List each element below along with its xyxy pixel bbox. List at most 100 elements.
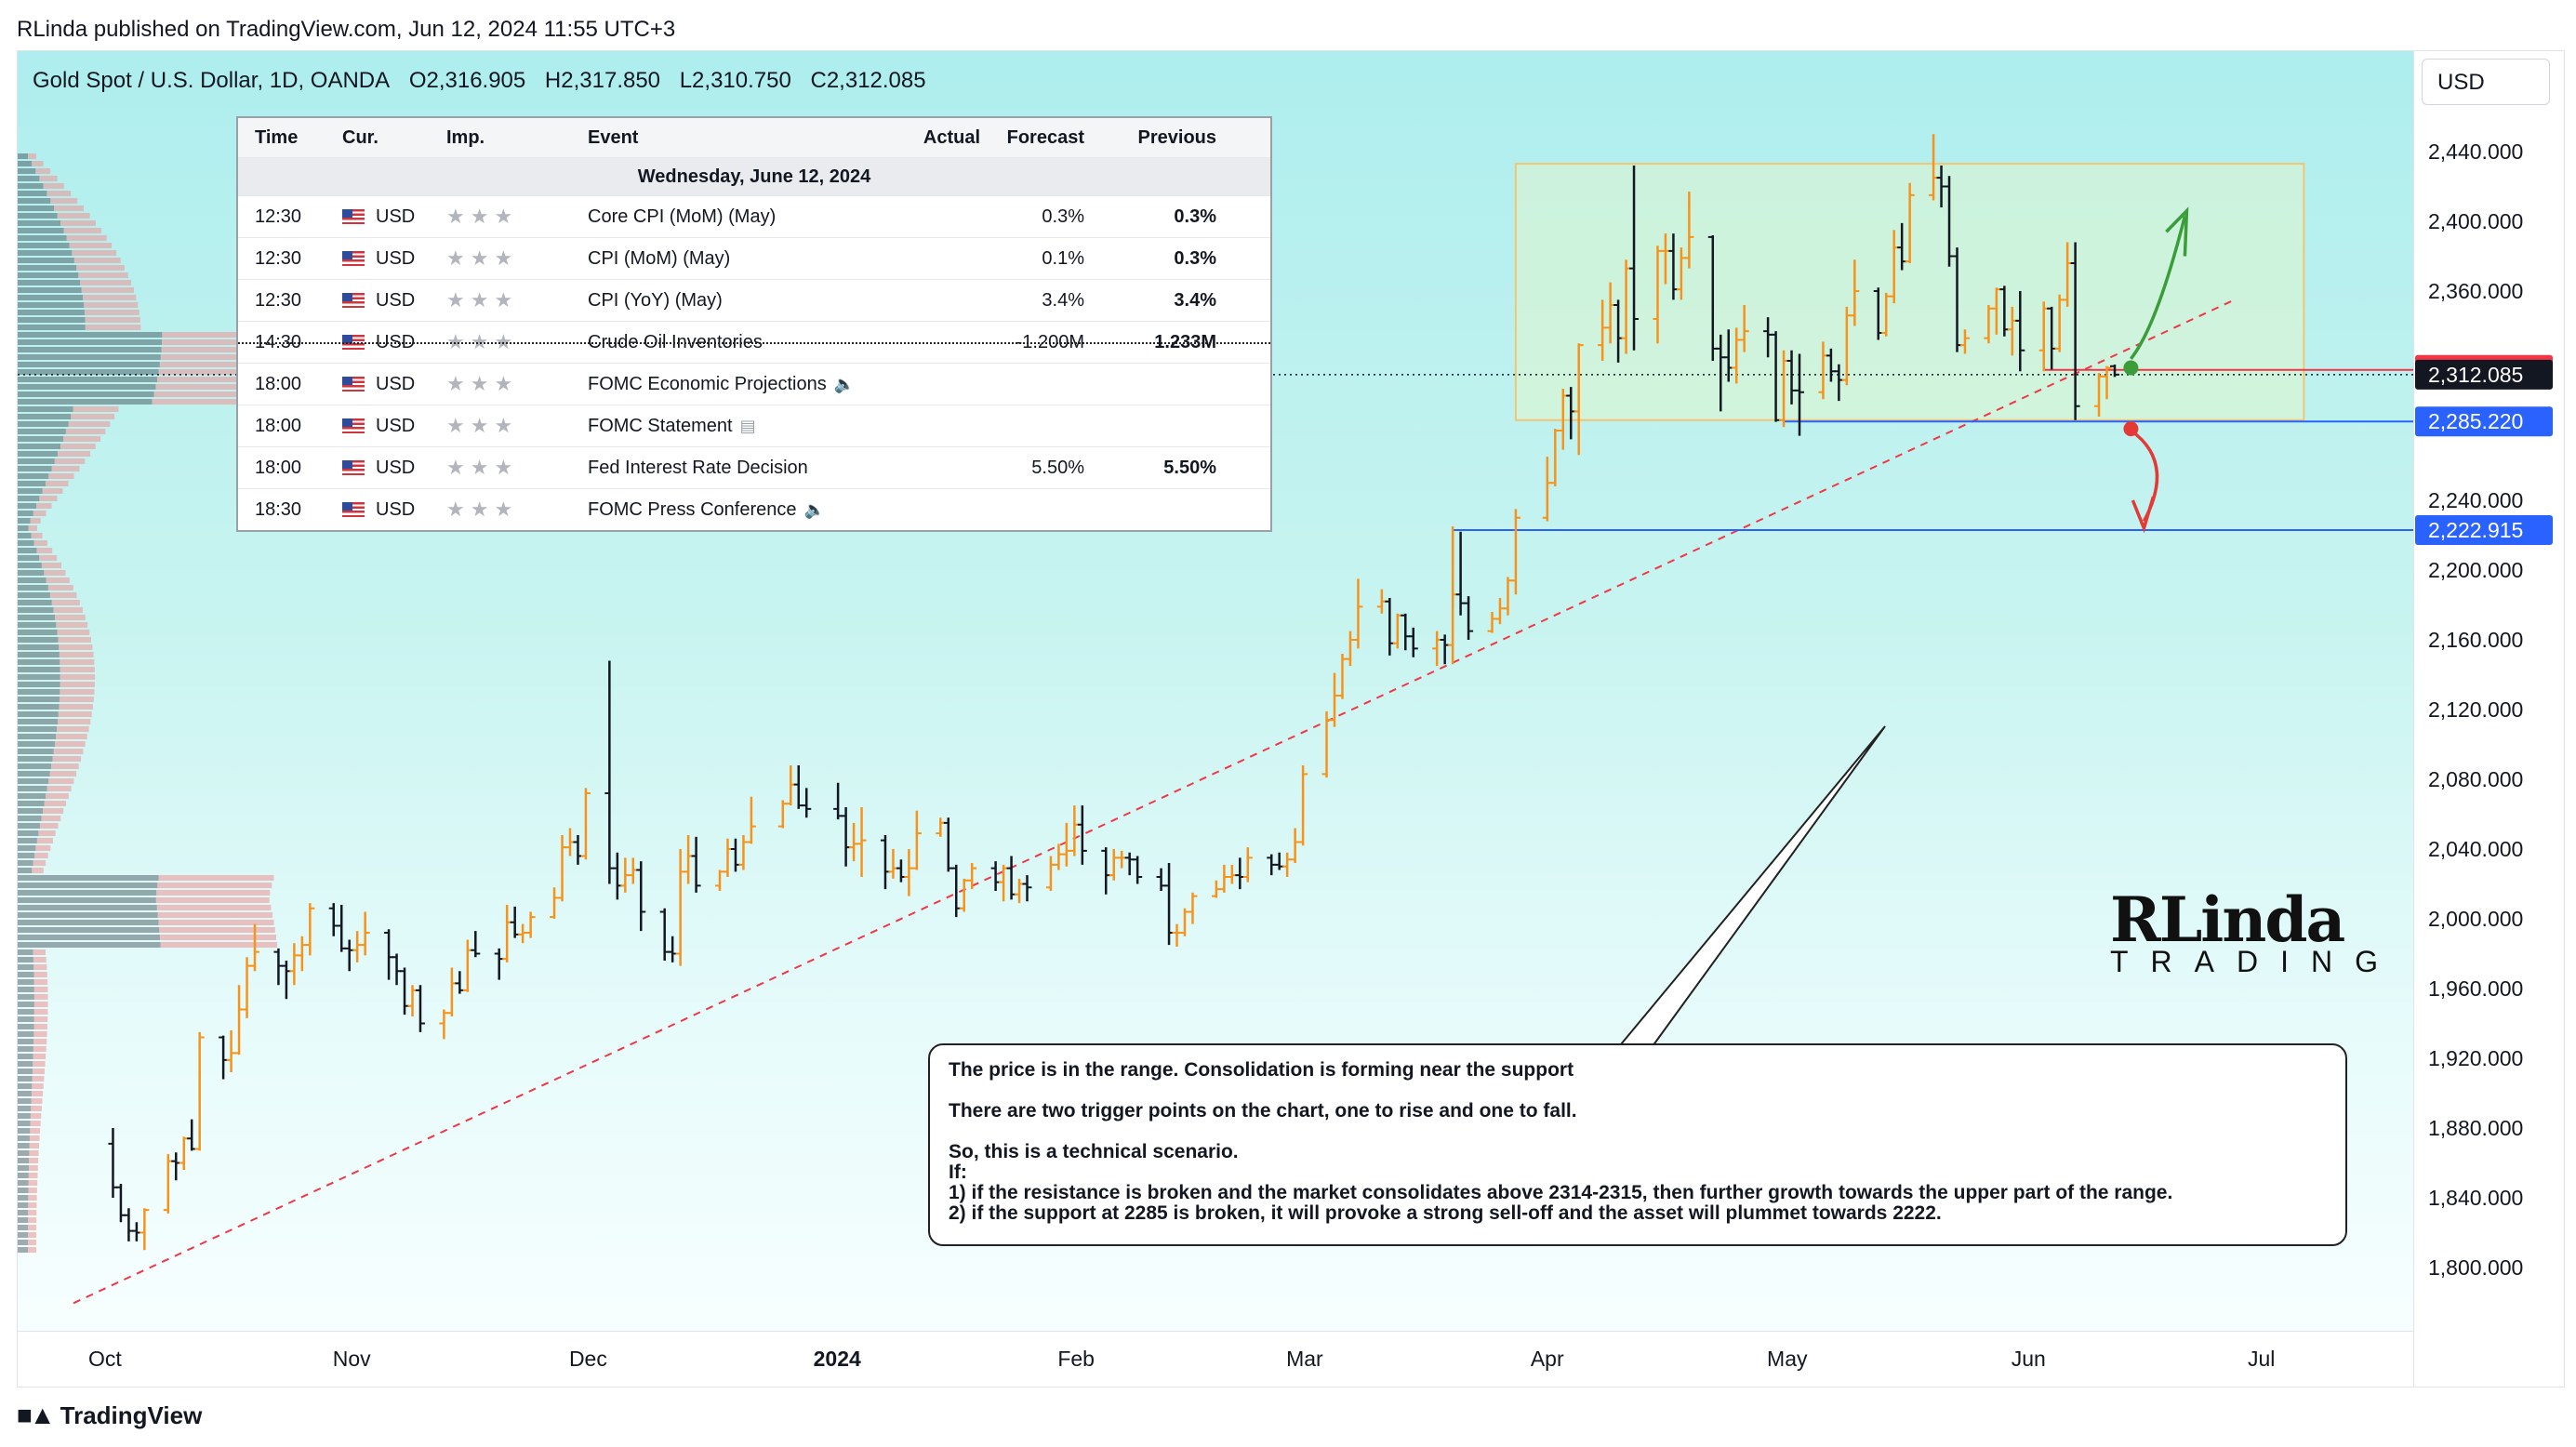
candle — [959, 878, 969, 912]
candle — [297, 936, 307, 972]
volume-bar-dark — [18, 1069, 33, 1074]
volume-bar-dark — [18, 421, 69, 427]
candle — [1392, 613, 1402, 649]
volume-bar-light — [54, 615, 86, 620]
ohlc-high: H2,317.850 — [544, 68, 661, 93]
us-flag-icon — [342, 377, 365, 392]
candle — [904, 849, 914, 896]
note-line-4: If: — [949, 1162, 967, 1183]
candle — [289, 943, 299, 986]
volume-bar-light — [28, 1195, 37, 1201]
candle — [1133, 856, 1143, 884]
event-name: Core CPI (MoM) (May) — [588, 206, 895, 228]
candle — [684, 835, 694, 884]
volume-bar-light — [60, 667, 95, 672]
tradingview-brand[interactable]: ■▲ TradingView — [17, 1401, 202, 1430]
volume-bar-light — [85, 325, 141, 330]
volume-bar-light — [59, 704, 93, 710]
volume-bar-dark — [18, 1217, 29, 1223]
candle — [1015, 878, 1025, 904]
header-previous: Previous — [1137, 126, 1216, 148]
price-tick-label: 2,120.000 — [2428, 697, 2523, 722]
volume-bar-dark — [18, 1135, 30, 1141]
note-line-3: So, this is a technical scenario. — [949, 1141, 1239, 1162]
volume-bar-dark — [18, 994, 34, 1000]
volume-bar-light — [28, 1202, 37, 1208]
volume-bar-dark — [18, 957, 33, 962]
volume-bar-dark — [18, 1128, 31, 1134]
volume-bar-light — [73, 406, 119, 412]
price-tick-label: 2,200.000 — [2428, 558, 2523, 582]
currency-selector[interactable]: USD — [2422, 59, 2550, 105]
currency-code: USD — [376, 373, 416, 394]
event-name: Crude Oil Inventories — [588, 332, 895, 353]
volume-bar-dark — [18, 392, 154, 397]
volume-bar-dark — [18, 466, 52, 471]
volume-bar-light — [42, 488, 63, 494]
candle — [139, 1208, 150, 1251]
volume-bar-light — [28, 1240, 37, 1245]
volume-bar-dark — [18, 377, 158, 382]
volume-bar-dark — [18, 763, 52, 769]
event-currency: USD — [342, 332, 446, 353]
volume-bar-dark — [18, 1173, 29, 1178]
volume-bar-dark — [18, 414, 72, 419]
volume-bar-light — [56, 734, 87, 739]
volume-bar-light — [33, 511, 46, 516]
volume-bar-light — [72, 250, 117, 256]
chart-canvas[interactable]: 2,440.000 2,400.000 2,360.000 2,240.000 2,20… — [18, 51, 2564, 1387]
volume-bar-light — [33, 987, 48, 992]
volume-bar-light — [68, 421, 111, 427]
price-tick-label: 1,920.000 — [2428, 1046, 2523, 1070]
currency-code: USD — [376, 498, 416, 520]
importance-stars: ★★★ — [446, 414, 519, 437]
note-line-1: The price is in the range. Consolidation… — [949, 1059, 1574, 1081]
event-label: CPI (MoM) (May) — [588, 247, 731, 269]
volume-bar-dark — [18, 265, 77, 271]
candle — [1045, 856, 1056, 891]
volume-bar-light — [53, 607, 83, 613]
candle — [580, 788, 591, 860]
candle — [1684, 192, 1694, 269]
volume-bar-light — [157, 912, 273, 918]
volume-bar-light — [158, 920, 274, 925]
candle — [849, 822, 859, 862]
volume-bar-light — [32, 1076, 45, 1082]
volume-bar-dark — [18, 682, 60, 687]
volume-bar-dark — [18, 927, 160, 933]
price-tick-label: 1,960.000 — [2428, 976, 2523, 1001]
volume-bar-dark — [18, 228, 64, 233]
volume-bar-dark — [18, 890, 157, 896]
volume-bar-dark — [18, 942, 161, 948]
volume-bar-dark — [18, 659, 60, 665]
tradingview-logo-icon: ■▲ — [17, 1401, 56, 1429]
price-axis[interactable] — [2413, 51, 2564, 1387]
candle — [502, 905, 512, 962]
price-tick-label: 2,160.000 — [2428, 628, 2523, 652]
volume-bar-light — [38, 830, 56, 836]
event-time: 18:30 — [255, 498, 302, 520]
volume-bar-dark — [18, 213, 58, 219]
volume-bar-light — [162, 339, 280, 345]
volume-bar-light — [39, 496, 58, 501]
time-axis[interactable] — [18, 1331, 2413, 1387]
volume-bar-dark — [18, 332, 163, 338]
volume-bar-dark — [18, 689, 60, 695]
us-flag-icon — [342, 209, 365, 224]
candle — [1077, 805, 1087, 865]
candle — [841, 807, 851, 867]
candle — [675, 849, 685, 966]
volume-bar-dark — [18, 168, 36, 174]
volume-bar-dark — [18, 987, 34, 992]
candle — [1337, 654, 1348, 699]
volume-bar-dark — [18, 287, 82, 293]
event-currency: USD — [342, 458, 446, 479]
us-flag-icon — [342, 335, 365, 350]
event-previous: 0.3% — [1174, 247, 1216, 269]
volume-bar-light — [33, 1046, 46, 1052]
volume-bar-light — [33, 1002, 48, 1007]
event-time: 12:30 — [255, 206, 302, 227]
time-axis-ticks: Oct Nov Dec 2024 Feb Mar Apr May Jun Jul — [88, 1347, 2275, 1371]
volume-bar-dark — [18, 272, 79, 278]
volume-bar-dark — [18, 897, 156, 903]
